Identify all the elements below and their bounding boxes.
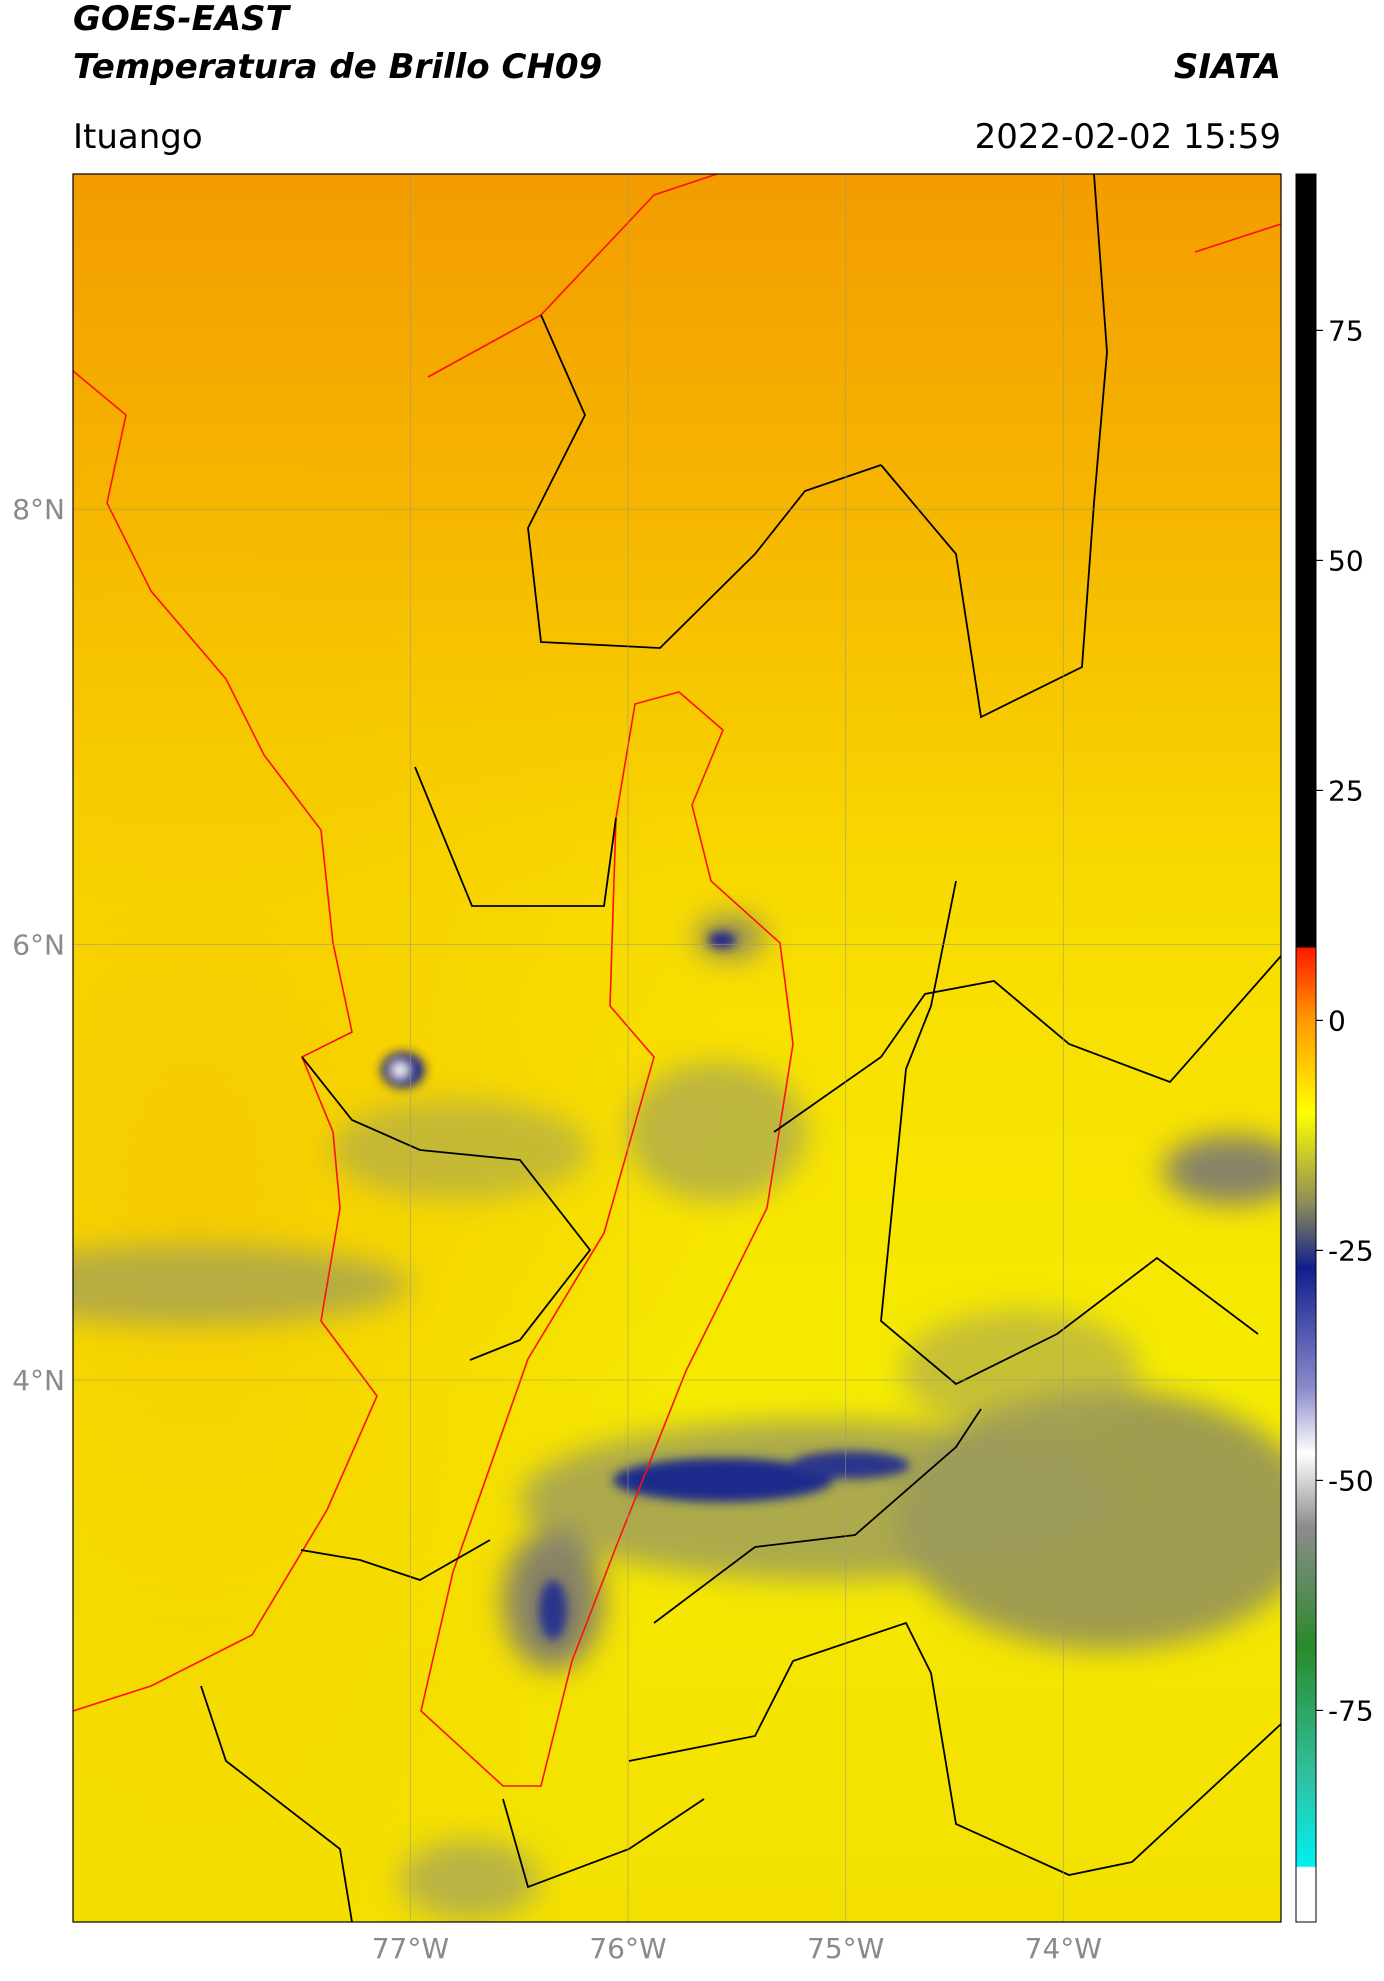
- cloud-core: [392, 1063, 408, 1077]
- y-tick-label: 6°N: [12, 929, 65, 962]
- colorbar-tick-label: 25: [1328, 774, 1364, 807]
- map-frame: [72, 173, 1282, 1923]
- cloud: [400, 1840, 540, 1920]
- borders: [200, 174, 1281, 1922]
- colorbar-tick-label: -25: [1328, 1234, 1374, 1267]
- cloud: [330, 1100, 590, 1200]
- cloud: [1163, 1135, 1281, 1205]
- border: [880, 174, 1108, 719]
- cold-cores: [381, 932, 910, 1640]
- colorbar-tick-label: -75: [1328, 1694, 1374, 1727]
- coastline: [73, 174, 1281, 1787]
- region: Ituango: [73, 117, 203, 157]
- x-tick-label: 76°W: [589, 1932, 666, 1965]
- cloud: [627, 1062, 807, 1202]
- datetime: 2022-02-02 15:59: [975, 117, 1281, 157]
- border: [300, 1539, 491, 1581]
- border: [200, 1685, 353, 1922]
- clouds: [73, 915, 1281, 1920]
- cloud-core: [790, 1451, 910, 1479]
- cloud-core: [539, 1580, 567, 1640]
- x-tick-label: 75°W: [807, 1932, 884, 1965]
- colorbar: [1295, 173, 1317, 1923]
- y-tick-label: 4°N: [12, 1364, 65, 1397]
- colorbar-tick-label: -50: [1328, 1464, 1374, 1497]
- cloud: [520, 1420, 1120, 1580]
- cloud-core: [708, 932, 736, 948]
- colorbar-tick-label: 0: [1328, 1004, 1346, 1037]
- border: [414, 766, 617, 907]
- border: [301, 1056, 592, 1361]
- cloud-core: [613, 1458, 833, 1502]
- border: [527, 314, 882, 649]
- grid: [73, 174, 1281, 1922]
- colorbar-tick-label: 50: [1328, 544, 1364, 577]
- y-tick-label: 8°N: [12, 493, 65, 526]
- x-tick-label: 74°W: [1025, 1932, 1102, 1965]
- coast: [427, 174, 718, 378]
- border: [628, 1621, 1281, 1876]
- border: [653, 1408, 982, 1624]
- coast: [73, 370, 378, 1712]
- cloud: [900, 1310, 1140, 1430]
- coast: [1194, 223, 1281, 253]
- cloud: [73, 1245, 410, 1325]
- border: [773, 955, 1281, 1133]
- border: [502, 1798, 705, 1889]
- satellite: GOES-EAST: [73, 0, 292, 39]
- product: Temperatura de Brillo CH09: [73, 47, 602, 87]
- map-field: [73, 174, 1281, 1922]
- colorbar-tick-label: 75: [1328, 314, 1364, 347]
- border: [880, 880, 1259, 1386]
- basin-outline: [420, 691, 794, 1787]
- x-tick-label: 77°W: [372, 1932, 449, 1965]
- agency: SIATA: [1174, 47, 1281, 87]
